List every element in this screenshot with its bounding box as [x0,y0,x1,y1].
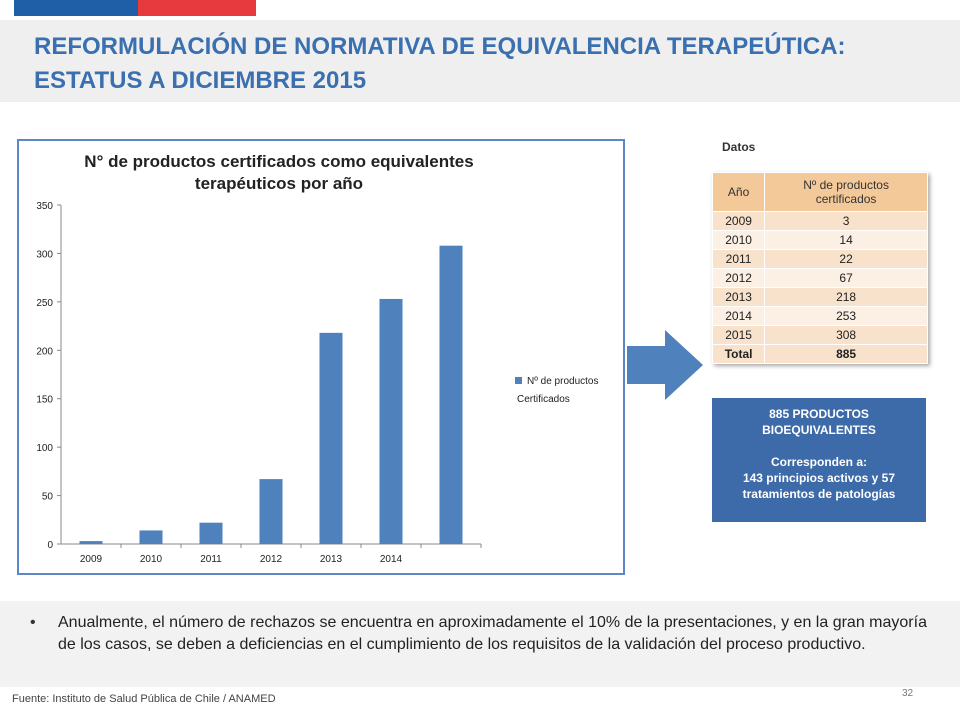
table-header-count: Nº de productos certificados [764,172,928,212]
table-row: 2012 67 [711,268,928,288]
summary-line-3: Corresponden a: [770,455,867,469]
table-cell-count: 308 [764,325,928,345]
table-cell-year: 2014 [711,306,766,326]
table-cell-count: 67 [764,268,928,288]
table-cell-year: 2010 [711,230,766,250]
bar [79,541,103,544]
table-header-year: Año [711,172,766,212]
table-header-count-line-2: certificados [815,192,877,206]
table-cell-count: 253 [764,306,928,326]
bottom-band [0,601,960,687]
table-cell-year: 2013 [711,287,766,307]
table-row: 2010 14 [711,230,928,250]
summary-line-2: BIOEQUIVALENTES [762,423,876,437]
bar-chart: 350 300 250 200 150 100 50 0 2009 2010 2011 2012 201… [36,201,598,565]
y-tick-label: 200 [36,346,53,357]
table-row: 2015 308 [711,325,928,345]
table-total-row: Total 885 [711,344,928,364]
table-cell-year: 2012 [711,268,766,288]
summary-box: 885 PRODUCTOS BIOEQUIVALENTES Correspond… [712,398,926,522]
table-cell-count: 218 [764,287,928,307]
page-number: 32 [902,688,914,699]
y-tick-label: 150 [36,395,53,406]
table-row: 2014 253 [711,306,928,326]
x-tick-label: 2011 [200,554,222,565]
x-tick-label: 2012 [260,554,283,565]
table-cell-year: 2011 [711,249,766,269]
table-cell-year: 2009 [711,211,766,231]
bullet-icon: • [30,614,36,631]
flag-stripe-blue [14,0,138,16]
table-total-value: 885 [764,344,928,364]
summary-line-5: tratamientos de patologías [742,487,896,501]
bar [139,530,163,544]
legend-swatch [515,377,522,384]
table-row: 2013 218 [711,287,928,307]
table-cell-year: 2015 [711,325,766,345]
x-tick-label: 2009 [80,554,103,565]
bar [439,245,463,544]
arrow-right-icon [627,330,703,400]
table-cell-count: 14 [764,230,928,250]
table-label: Datos [722,140,756,154]
bullet-text: Anualmente, el número de rechazos se enc… [58,614,927,653]
x-tick-label: 2010 [140,554,163,565]
chart-frame: N° de productos certificados como equiva… [17,139,625,575]
y-tick-label: 350 [36,201,53,212]
table-header-count-line-1: Nº de productos [803,178,889,192]
page-title-line-2: ESTATUS A DICIEMBRE 2015 [34,67,367,94]
summary-line-1: 885 PRODUCTOS [769,407,869,421]
y-tick-label: 250 [36,298,53,309]
x-tick-label: 2013 [320,554,343,565]
chart-title-line-1: N° de productos certificados como equiva… [84,152,474,171]
chart-title: N° de productos certificados como equiva… [79,151,479,195]
title-band [0,20,960,102]
table-cell-count: 22 [764,249,928,269]
bar [259,479,283,544]
page-title: REFORMULACIÓN DE NORMATIVA DE EQUIVALENC… [34,30,934,98]
legend-label-line-1: Nº de productos [527,376,598,387]
source-note: Fuente: Instituto de Salud Pública de Ch… [12,693,276,705]
y-tick-label: 300 [36,249,53,260]
bar [319,332,343,544]
y-tick-label: 0 [47,540,53,551]
chart-title-line-2: terapéuticos por año [194,174,364,193]
x-tick-label: 2014 [380,554,403,565]
summary-spacer [712,438,926,454]
table-total-label: Total [711,344,766,364]
table-row: 2011 22 [711,249,928,269]
y-tick-label: 100 [36,443,53,454]
page-title-line-1: REFORMULACIÓN DE NORMATIVA DE EQUIVALENC… [34,33,846,60]
bar [379,298,403,544]
table-cell-count: 3 [764,211,928,231]
flag-stripe-red [138,0,256,16]
data-table: Año Nº de productos certificados 2009 3 … [711,172,928,364]
y-tick-label: 50 [42,492,54,503]
table-row: 2009 3 [711,211,928,231]
legend-label-line-2: Certificados [517,394,570,405]
bar [199,522,223,544]
summary-line-4: 143 principios activos y 57 [742,471,896,485]
